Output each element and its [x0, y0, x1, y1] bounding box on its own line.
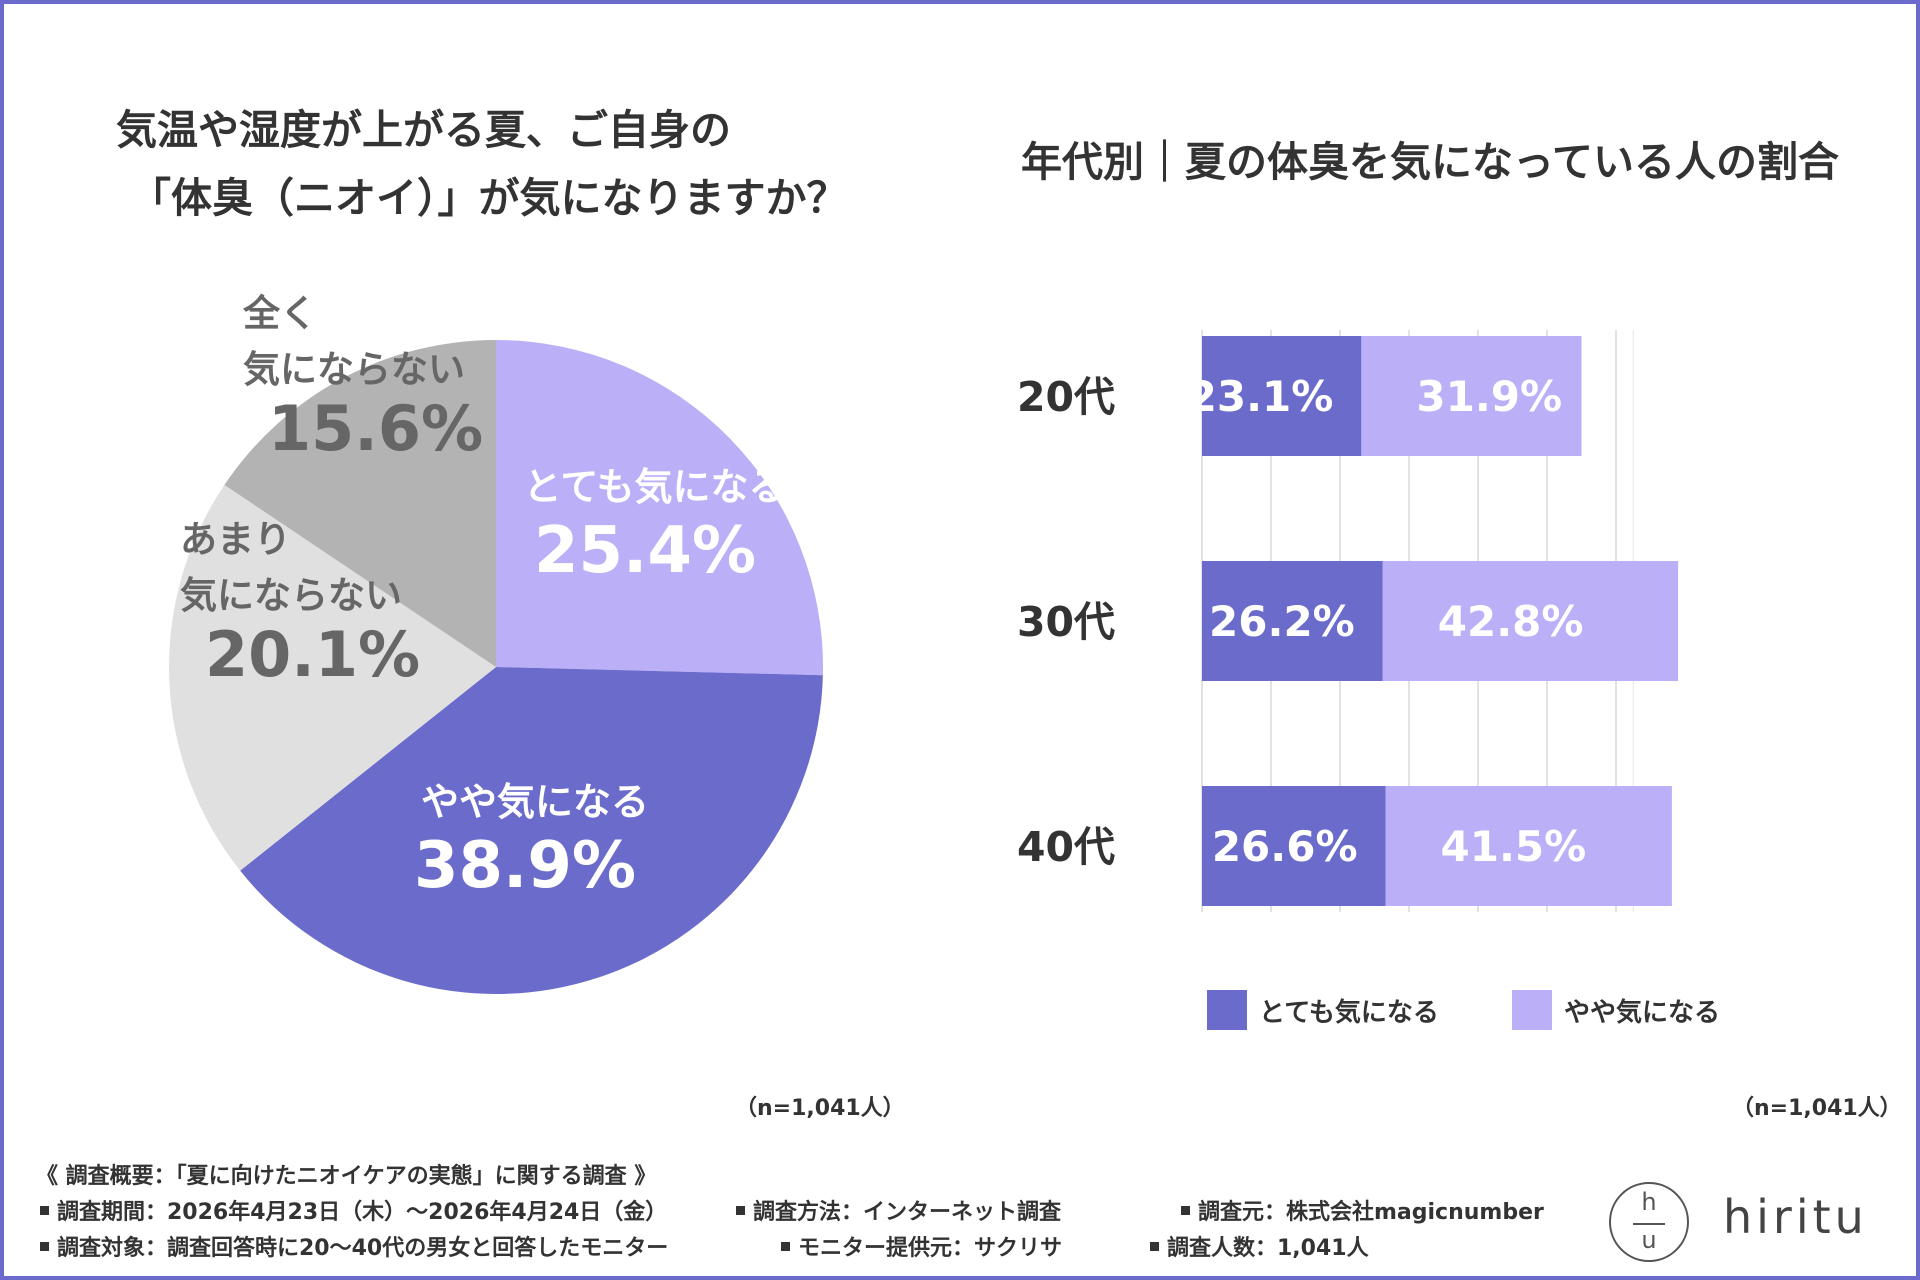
bullet-square-icon — [1150, 1242, 1159, 1251]
pie-slice-label-3-line-1: 気にならない — [243, 348, 465, 391]
survey-footer: 《 調査概要：「夏に向けたニオイケアの実態」に関する調査 》 調査期間：2026… — [36, 1158, 1596, 1266]
pie-slice-1 — [240, 667, 823, 995]
bar-1-series-1 — [1382, 561, 1679, 681]
pie-slice-value-3: 15.6% — [268, 392, 483, 465]
bullet-square-icon — [781, 1242, 790, 1251]
pie-title-line-2: 「体臭（ニオイ）」が気になりますか？ — [130, 174, 848, 222]
logo-wordmark: hiritu — [1723, 1190, 1868, 1244]
survey-count: 調査人数：1,041人 — [1150, 1230, 1369, 1262]
category-label-1: 30代 — [1017, 598, 1115, 646]
logo-emblem-top-letter: h — [1641, 1188, 1657, 1216]
pie-slice-value-2: 20.1% — [205, 618, 420, 691]
category-label-0: 20代 — [1017, 373, 1115, 421]
bar-2-series-1 — [1385, 786, 1672, 906]
pie-slice-label-2-line-1: 気にならない — [180, 574, 402, 617]
survey-method: 調査方法：インターネット調査 — [736, 1194, 1061, 1226]
bar-0-series-0 — [1202, 336, 1362, 456]
pie-sample-size-note: （n=1,041人） — [735, 1096, 905, 1121]
bullet-square-icon — [1181, 1206, 1190, 1215]
pie-slice-2 — [168, 484, 497, 871]
survey-period: 調査期間：2026年4月23日（木）～2026年4月24日（金） — [40, 1194, 667, 1226]
pie-slice-label-3-line-0: 全く — [242, 292, 317, 335]
bullet-square-icon — [736, 1206, 745, 1215]
pie-slice-3 — [224, 340, 496, 667]
pie-slice-label-2-line-0: あまり — [180, 518, 291, 561]
legend-swatch-very-concerned — [1207, 990, 1247, 1030]
legend-item-somewhat-concerned: やや気になる — [1512, 990, 1720, 1030]
pie-slice-0 — [496, 340, 823, 676]
bullet-square-icon — [40, 1242, 49, 1251]
pie-title-line-1: 気温や湿度が上がる夏、ご自身の — [116, 106, 731, 154]
legend-label-somewhat-concerned: やや気になる — [1564, 997, 1721, 1028]
survey-summary: 《 調査概要：「夏に向けたニオイケアの実態」に関する調査 》 — [36, 1164, 657, 1189]
bar-sample-size-note: （n=1,041人） — [1732, 1096, 1902, 1121]
logo-emblem: h u — [1609, 1182, 1689, 1262]
bar-2-series-0 — [1202, 786, 1386, 906]
bar-label-0-series-0: 23.1% — [1188, 372, 1334, 421]
legend-swatch-somewhat-concerned — [1512, 990, 1552, 1030]
bar-label-2-series-1: 41.5% — [1441, 822, 1587, 871]
bullet-square-icon — [40, 1206, 49, 1215]
pie-chart-title: 気温や湿度が上がる夏、ご自身の 「体臭（ニオイ）」が気になりますか？ — [60, 96, 900, 232]
logo-emblem-divider — [1633, 1223, 1665, 1225]
bar-label-1-series-0: 26.2% — [1209, 597, 1355, 646]
survey-provider: モニター提供元：サクリサ — [781, 1230, 1062, 1262]
pie-slice-label-1-line-0: やや気になる — [421, 780, 649, 824]
survey-target: 調査対象：調査回答時に20～40代の男女と回答したモニター — [40, 1230, 668, 1262]
pie-slice-label-0-line-0: とても気になる — [524, 465, 787, 509]
bar-1-series-0 — [1202, 561, 1383, 681]
legend-label-very-concerned: とても気になる — [1259, 997, 1439, 1028]
pie-slice-value-0: 25.4% — [534, 514, 756, 588]
bar-0-series-1 — [1361, 336, 1582, 456]
logo-emblem-bottom-letter: u — [1641, 1226, 1657, 1254]
bar-chart-title: 年代別｜夏の体臭を気になっている人の割合 — [1021, 138, 1839, 186]
legend-item-very-concerned: とても気になる — [1207, 990, 1439, 1030]
category-label-2: 40代 — [1017, 823, 1115, 871]
hiritu-logo: h u hiritu — [1605, 1180, 1905, 1262]
survey-source: 調査元：株式会社magicnumber — [1181, 1194, 1544, 1226]
bar-label-1-series-1: 42.8% — [1438, 597, 1584, 646]
pie-slice-value-1: 38.9% — [414, 829, 636, 903]
bar-label-2-series-0: 26.6% — [1212, 822, 1358, 871]
bar-label-0-series-1: 31.9% — [1416, 372, 1562, 421]
